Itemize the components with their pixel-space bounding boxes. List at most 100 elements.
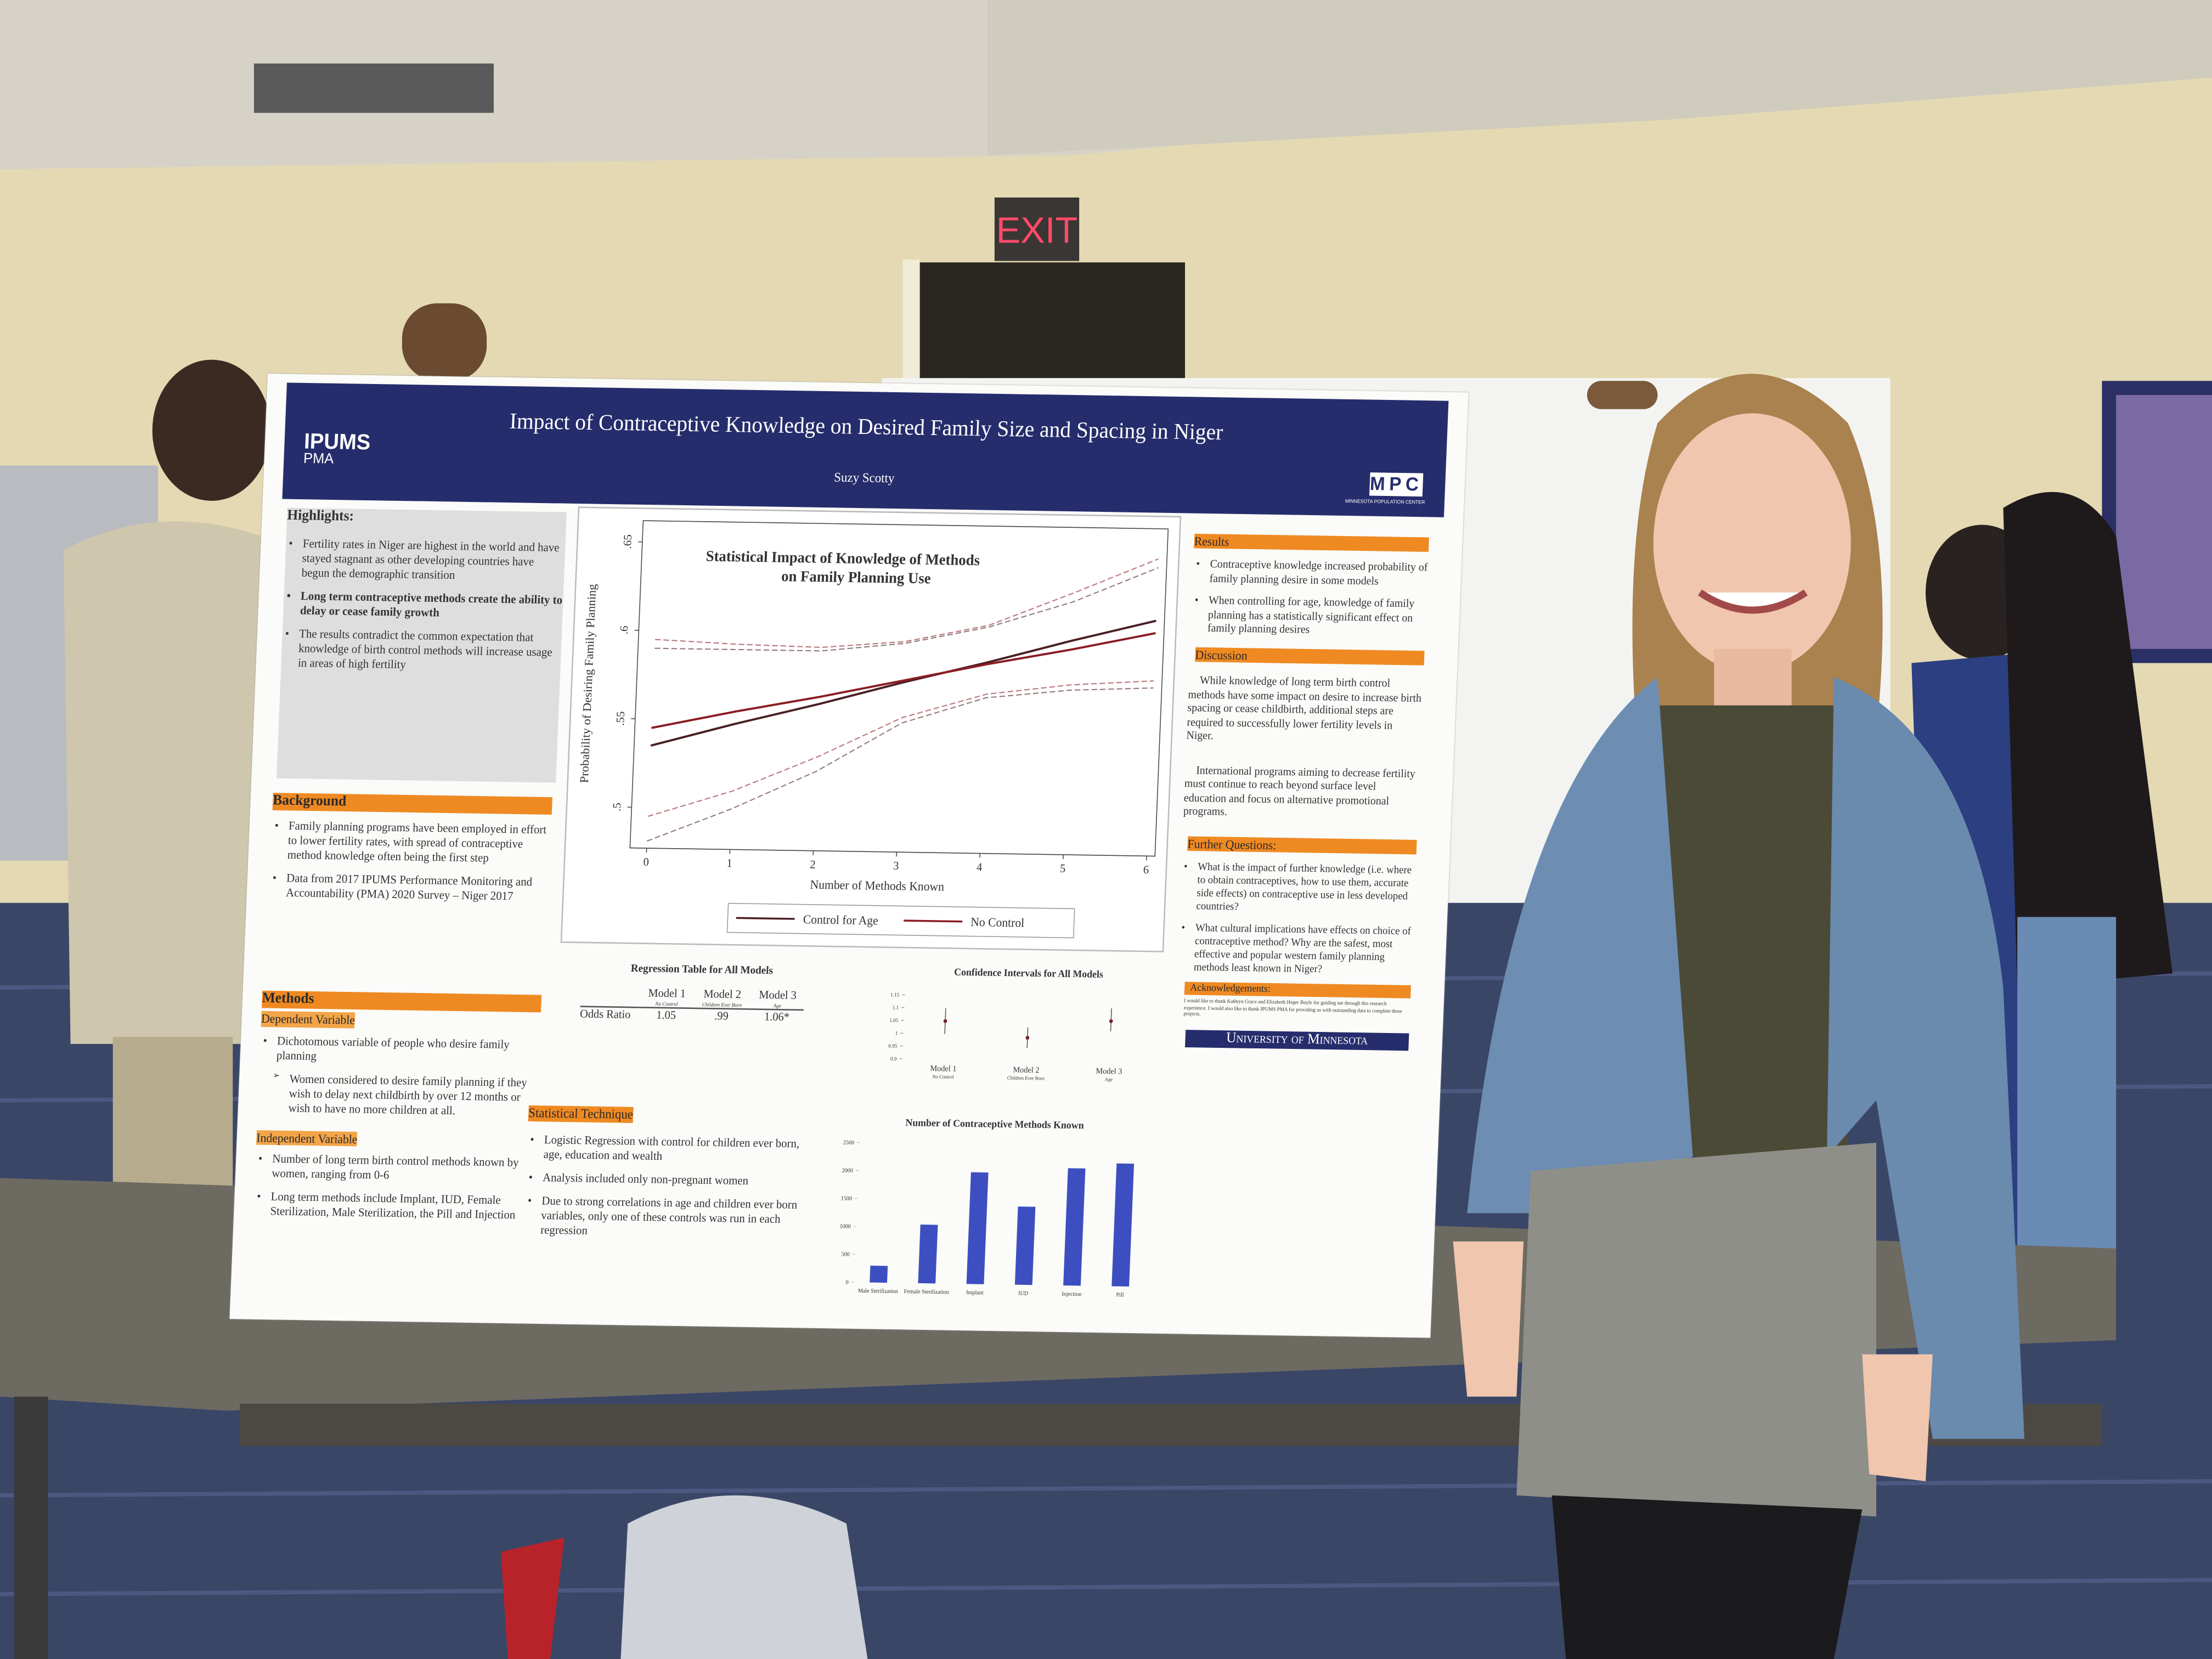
list: What is the impact of further knowledge …	[1177, 860, 1416, 977]
methods-section: Methods Dependent Variable Dichotomous v…	[253, 990, 542, 1232]
sub-header: Independent Variable	[256, 1129, 358, 1147]
plot-frame	[629, 520, 1169, 857]
x-tick-label: Male Sterilization	[858, 1288, 899, 1295]
bar	[1111, 1163, 1135, 1287]
x-tick-sublabel: Children Ever Born	[1007, 1075, 1045, 1081]
section-header: Background	[272, 793, 552, 815]
paragraph: International programs aiming to decreas…	[1183, 763, 1416, 819]
x-tick-label: Model 3	[1096, 1067, 1122, 1076]
list: Dichotomous variable of people who desir…	[257, 1034, 540, 1119]
bar	[918, 1224, 938, 1284]
man-head	[152, 359, 271, 501]
x-tick-label: 5	[1060, 862, 1066, 875]
logo-mpc: MPC	[1369, 472, 1424, 496]
section-header: Statistical Technique	[528, 1105, 634, 1123]
vent	[253, 63, 494, 113]
list-item: Fertility rates in Niger are highest in …	[285, 537, 566, 585]
list-item: Women considered to desire family planni…	[257, 1071, 538, 1120]
y-tick-label: .5	[611, 803, 623, 811]
list-item: When controlling for age, knowledge of f…	[1190, 594, 1427, 639]
list-item: Analysis included only non-pregnant wome…	[526, 1171, 805, 1190]
y-tick-label: 2000	[842, 1167, 853, 1174]
background-section: Background Family planning programs have…	[268, 793, 552, 914]
column-sub: No Control	[655, 1001, 678, 1007]
ci-line	[646, 687, 1154, 842]
list-item: Data from 2017 IPUMS Performance Monitor…	[269, 872, 549, 905]
header-cell: Model 3 Age	[750, 988, 805, 1010]
x-tick-label: 2	[810, 858, 816, 871]
y-tick-label: 1.1	[893, 1005, 899, 1011]
point	[1025, 1036, 1030, 1040]
x-tick-label: 4	[977, 861, 983, 874]
line-chart: Statistical Impact of Knowledge of Metho…	[577, 520, 1169, 939]
x-tick-label: IUD	[1018, 1290, 1029, 1297]
y-tick-label: 1	[895, 1031, 898, 1036]
line-chart-box: Statistical Impact of Knowledge of Metho…	[560, 506, 1182, 952]
acknowledgements-text: I would like to thank Kathryn Grace and …	[1183, 997, 1402, 1018]
y-tick-label: 1000	[839, 1223, 851, 1230]
cell: .99	[714, 1009, 729, 1023]
column-name: Model 1	[648, 986, 686, 1001]
y-tick-label: 2500	[843, 1139, 854, 1146]
table: Model 1 No Control Model 2 Children Ever B…	[579, 985, 805, 1025]
man-shirt	[63, 521, 268, 1044]
jeans	[2017, 917, 2117, 1270]
y-tick-label: 1.05	[889, 1018, 899, 1024]
chart-title: Number of Contraceptive Methods Known	[905, 1117, 1084, 1131]
legend-label: Control for Age	[803, 912, 878, 928]
x-tick-label: Female Sterilization	[904, 1289, 949, 1296]
logo-ipums: IPUMS PMA	[303, 430, 371, 467]
exit-sign	[994, 198, 1080, 261]
list-item: Logistic Regression with control for chi…	[527, 1133, 807, 1166]
paragraph: While knowledge of long term birth contr…	[1186, 674, 1422, 743]
sub-header: Dependent Variable	[261, 1011, 356, 1028]
legend-box	[726, 902, 1075, 939]
x-tick-label: 6	[1143, 864, 1149, 877]
section-header: Results	[1194, 533, 1429, 553]
man-pants	[112, 1037, 233, 1206]
list: Fertility rates in Niger are highest in …	[281, 537, 566, 675]
ci-line	[647, 680, 1154, 817]
list-item: Dichotomous variable of people who desir…	[259, 1034, 540, 1067]
list-item: What is the impact of further knowledge …	[1180, 860, 1416, 916]
header-cell: Model 1 No Control	[639, 986, 695, 1008]
bar	[966, 1172, 989, 1284]
list: Logistic Regression with control for chi…	[523, 1133, 807, 1242]
series-line	[651, 632, 1156, 729]
cell: 1.05	[656, 1008, 676, 1023]
y-tick-label: 0.9	[890, 1057, 897, 1062]
header-cell	[580, 986, 640, 1008]
poster-author: Suzy Scotty	[833, 470, 895, 486]
bar	[1063, 1168, 1086, 1286]
section-header: Acknowledgements:	[1184, 982, 1411, 998]
list-item: Due to strong correlations in age and ch…	[523, 1194, 804, 1242]
x-tick-label: Implant	[966, 1290, 984, 1296]
series-line	[650, 619, 1156, 747]
column-name: Model 3	[758, 988, 797, 1002]
y-tick-label: .6	[618, 625, 630, 634]
section-header: Further Questions:	[1187, 836, 1417, 855]
bar-chart: Number of Contraceptive Methods Known 0 50…	[839, 1117, 1135, 1299]
x-tick-label: 0	[643, 855, 649, 868]
table-header: Model 1 No Control Model 2 Children Ever B…	[580, 985, 805, 1011]
x-tick-label: Model 2	[1013, 1065, 1040, 1075]
exit-text: EXIT	[996, 210, 1078, 251]
point	[943, 1019, 947, 1023]
highlights-box: Highlights: Fertility rates in Niger are…	[276, 507, 567, 783]
header-cell: Model 2 Children Ever Born	[693, 988, 751, 1009]
ci-chart: Confidence Intervals for All Models 0.9 0.…	[888, 966, 1122, 1082]
row-label: Odds Ratio	[579, 1007, 631, 1022]
door-frame	[902, 259, 920, 390]
bag	[620, 1495, 868, 1659]
list: Family planning programs have been emplo…	[269, 819, 551, 905]
bar-chart-box: Number of Contraceptive Methods Known 0 50…	[814, 1110, 1157, 1311]
y-tick-label: 1.15	[890, 992, 900, 998]
x-tick-sublabel: Age	[1105, 1076, 1113, 1082]
ci-chart-box: Confidence Intervals for All Models 0.9 0.…	[870, 960, 1162, 1104]
column-sub: Children Ever Born	[702, 1001, 742, 1008]
person-hair	[402, 303, 487, 381]
right-column: Results Contraceptive knowledge increase…	[1174, 533, 1429, 1051]
section-header: Methods	[261, 990, 542, 1013]
list: Number of long term birth control method…	[253, 1152, 535, 1223]
